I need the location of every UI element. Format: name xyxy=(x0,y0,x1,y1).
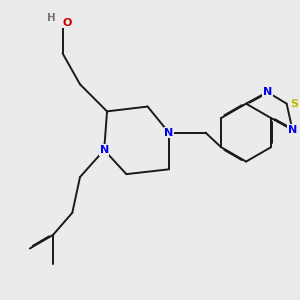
Text: N: N xyxy=(100,145,109,155)
Text: H: H xyxy=(47,13,56,23)
Text: O: O xyxy=(63,18,72,28)
Text: S: S xyxy=(290,99,298,109)
Text: N: N xyxy=(263,87,272,97)
Text: N: N xyxy=(288,125,297,135)
Text: N: N xyxy=(164,128,173,138)
